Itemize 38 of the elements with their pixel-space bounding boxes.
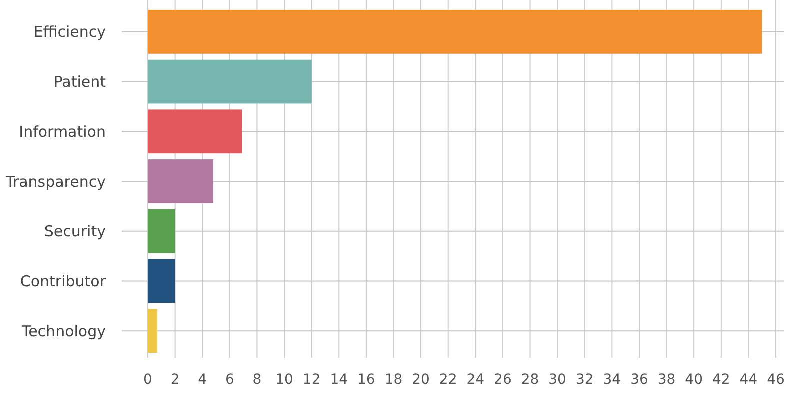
- bar: [148, 160, 214, 204]
- bar: [148, 259, 176, 304]
- y-tick-label: Contributor: [20, 272, 107, 290]
- y-tick-label: Patient: [54, 73, 106, 92]
- x-tick-label: 36: [630, 372, 648, 388]
- x-tick-label: 34: [603, 372, 622, 388]
- x-tick-label: 28: [521, 372, 540, 388]
- x-tick-label: 8: [252, 372, 262, 388]
- x-tick-label: 0: [144, 372, 152, 388]
- y-tick-label: Information: [19, 122, 106, 141]
- bar: [148, 10, 762, 54]
- x-tick-label: 40: [685, 372, 703, 388]
- y-tick-label: Transparency: [4, 172, 106, 191]
- x-tick-label: 18: [384, 372, 403, 388]
- x-tick-label: 12: [302, 372, 321, 388]
- x-tick-label: 42: [712, 372, 730, 388]
- x-tick-label: 26: [494, 372, 512, 388]
- x-tick-label: 14: [330, 372, 348, 388]
- bar: [148, 209, 176, 254]
- y-tick-label: Security: [44, 222, 106, 241]
- y-tick-label: Efficiency: [34, 23, 106, 42]
- x-tick-label: 30: [548, 372, 566, 388]
- x-tick-label: 22: [439, 372, 458, 388]
- x-tick-label: 44: [740, 372, 758, 388]
- x-tick-label: 16: [358, 372, 376, 388]
- bar: [148, 110, 242, 154]
- x-tick-label: 46: [767, 372, 785, 388]
- y-tick-label: Technology: [20, 322, 106, 340]
- x-tick-label: 4: [198, 372, 208, 388]
- bar: [148, 60, 312, 104]
- x-tick-label: 10: [276, 372, 294, 388]
- bar: [148, 309, 158, 354]
- x-tick-label: 24: [466, 372, 485, 388]
- x-tick-label: 2: [170, 372, 180, 388]
- x-tick-label: 20: [412, 372, 430, 388]
- x-tick-label: 32: [576, 372, 594, 388]
- x-tick-label: 6: [225, 372, 234, 388]
- x-tick-label: 38: [658, 372, 676, 388]
